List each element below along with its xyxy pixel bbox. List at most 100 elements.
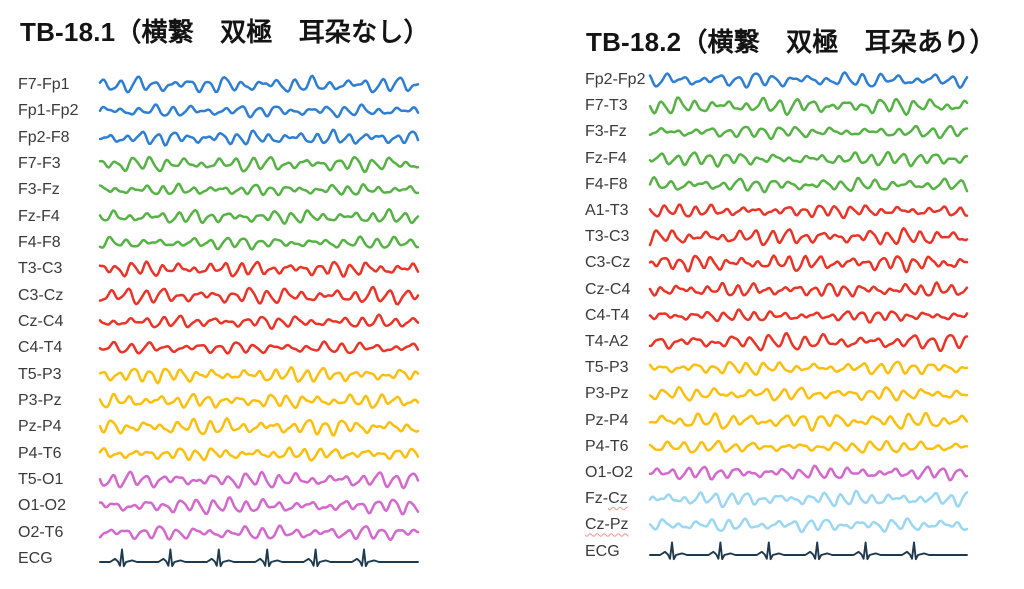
channel-label: Cz-C4 (18, 313, 64, 330)
channel-row: Fp2-F8 (18, 125, 420, 151)
channel-label: ECG (18, 549, 53, 567)
trace-path (98, 496, 420, 516)
channel-label: C4-T4 (585, 306, 630, 324)
eeg-trace (98, 340, 420, 355)
channel-row: F7-F3 (18, 151, 420, 177)
channel-row: F3-Fz (585, 119, 969, 145)
eeg-trace (648, 254, 969, 274)
eeg-trace (648, 175, 969, 194)
channel-label: F3-Fz (18, 181, 60, 199)
trace-path (648, 254, 969, 274)
channel-label: Pz-P4 (18, 418, 62, 436)
eeg-trace (98, 128, 420, 147)
channel-row: F7-Fp1 (18, 72, 420, 98)
channel-row: P4-T6 (18, 441, 420, 467)
trace-path (648, 489, 969, 509)
trace-path (98, 470, 420, 490)
channel-label: T3-C3 (585, 228, 630, 246)
eeg-trace (98, 313, 420, 331)
channel-row: ECG (585, 539, 968, 565)
channel-row: Cz-Pz (585, 512, 969, 538)
eeg-trace (648, 464, 969, 482)
channel-row: T5-O1 (18, 467, 420, 493)
channel-label: Cz-Pz (585, 516, 629, 534)
trace-path (649, 541, 968, 560)
trace-path (648, 175, 969, 194)
trace-path (99, 548, 419, 568)
eeg-trace (98, 285, 420, 306)
trace-path (648, 203, 969, 220)
channel-label: A1-T3 (585, 202, 629, 219)
channel-row: T4-A2 (585, 329, 969, 355)
channel-row: Fz-F4 (585, 146, 969, 172)
panel-title-right: TB-18.2（横繋 双極 耳朶あり） (586, 27, 996, 57)
channel-label: P3-Pz (18, 392, 62, 409)
trace-path (98, 128, 420, 147)
trace-path (98, 182, 420, 197)
trace-path (648, 71, 969, 89)
eeg-trace (98, 445, 420, 462)
channel-label-underlined-part: Cz (608, 490, 628, 508)
channel-label: T5-P3 (585, 359, 629, 377)
eeg-trace (98, 417, 420, 437)
channel-label: C3-Cz (18, 286, 64, 304)
trace-path (648, 517, 969, 534)
channel-label: T3-C3 (18, 260, 63, 278)
channel-row: O1-O2 (18, 493, 420, 519)
channel-label: O2-T6 (18, 523, 64, 541)
channel-row: O2-T6 (18, 520, 420, 546)
eeg-trace (98, 155, 420, 174)
channel-row: T5-P3 (585, 355, 969, 381)
channel-label-underlined-part: Cz-Pz (585, 516, 629, 534)
channel-label: F4-F8 (585, 175, 628, 193)
trace-path (648, 227, 969, 247)
trace-path (98, 74, 420, 94)
trace-path (98, 103, 420, 119)
channel-label: C3-Cz (585, 254, 631, 272)
channel-label: ECG (585, 542, 620, 560)
channel-label-plain-part: Fz- (585, 490, 609, 508)
eeg-trace (648, 150, 969, 168)
eeg-trace (648, 203, 969, 220)
trace-path (98, 155, 420, 174)
eeg-trace (648, 96, 969, 117)
eeg-trace (98, 207, 420, 225)
trace-path (648, 96, 969, 117)
channel-label: T5-O1 (18, 470, 64, 488)
channel-row: P3-Pz (585, 381, 969, 407)
channel-label: F4-F8 (18, 234, 61, 251)
trace-path (648, 280, 969, 298)
channel-label: C4-T4 (18, 339, 63, 357)
channel-label: F7-F3 (18, 155, 61, 172)
channel-label: F7-Fp1 (18, 76, 70, 93)
trace-path (648, 386, 969, 403)
trace-path (648, 464, 969, 482)
eeg-trace (648, 125, 969, 141)
trace-path (648, 439, 969, 454)
eeg-trace (648, 489, 969, 509)
eeg-trace (98, 524, 420, 541)
channel-row: C4-T4 (585, 303, 969, 329)
channel-label: P4-T6 (585, 437, 629, 455)
channel-row: Cz-C4 (18, 309, 420, 335)
trace-path (98, 260, 420, 278)
trace-path (648, 332, 969, 353)
channel-label: Fz-F4 (18, 207, 60, 225)
channel-row: F3-Fz (18, 177, 420, 203)
channel-label: T4-A2 (585, 333, 629, 350)
panel-title-left: TB-18.1（横繋 双極 耳朶なし） (20, 17, 430, 47)
trace-path (98, 340, 420, 355)
channel-row: F4-F8 (585, 172, 969, 198)
trace-path (98, 235, 420, 251)
trace-path (98, 445, 420, 462)
eeg-trace (648, 439, 969, 454)
trace-path (98, 524, 420, 541)
trace-path (648, 360, 969, 376)
eeg-trace (648, 308, 969, 324)
channel-row: Pz-P4 (585, 408, 969, 434)
channel-row: Cz-C4 (585, 277, 969, 303)
ecg-trace (99, 548, 419, 568)
channel-row: T5-P3 (18, 362, 420, 388)
channel-label: F7-T3 (585, 97, 628, 115)
